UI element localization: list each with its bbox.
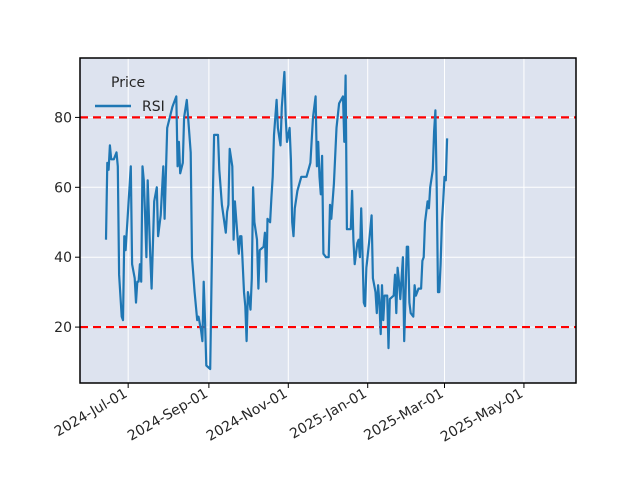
plot-background: [80, 58, 576, 383]
y-tick-label: 60: [54, 180, 72, 196]
x-tick-label: 2025-Jan-01: [287, 386, 369, 443]
x-tick-label: 2024-Nov-01: [204, 386, 290, 445]
y-axis: 20 40 60 80: [54, 110, 80, 336]
legend-label-rsi: RSI: [142, 99, 165, 115]
legend-title: Price: [111, 75, 145, 91]
series-layer: [104, 70, 449, 371]
y-tick-label: 80: [54, 110, 72, 126]
legend: Price RSI: [95, 75, 165, 115]
series-line-rsi: [104, 70, 449, 371]
y-tick-label: 20: [54, 320, 72, 336]
plot-frame: [79, 57, 577, 384]
x-tick-label: 2025-Mar-01: [361, 386, 446, 444]
x-tick-label: 2024-Sep-01: [125, 386, 211, 445]
reference-lines: [80, 116, 576, 329]
y-tick-label: 40: [54, 250, 72, 266]
x-axis: 2024-Jul-012024-Sep-012024-Nov-012025-Ja…: [52, 383, 526, 446]
x-tick-label: 2025-May-01: [438, 386, 526, 446]
x-tick-label: 2024-Jul-01: [52, 386, 130, 440]
